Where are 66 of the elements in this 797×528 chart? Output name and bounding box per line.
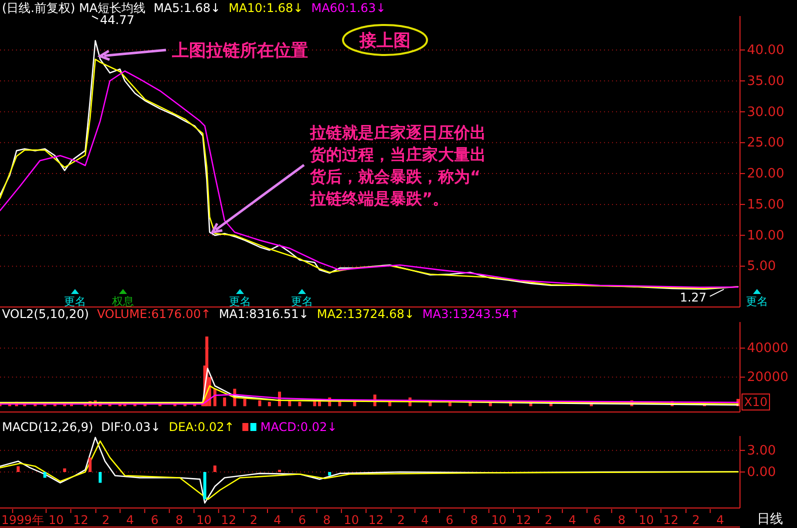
x-tick-label: 6	[446, 513, 454, 527]
x-tick-label: 12	[663, 513, 679, 527]
text: MA2:13724.68↓	[316, 307, 414, 321]
x-tick-label: 12	[73, 513, 88, 527]
x-tick-label: 2	[250, 513, 258, 527]
x-tick-label: 12	[220, 513, 236, 527]
x-tick-label: 1999年	[1, 513, 44, 527]
x-tick-label: 8	[322, 513, 331, 527]
chart-title: MACD(12,26,9)	[2, 420, 94, 434]
annotation: 权息	[111, 295, 134, 308]
x-tick-label: 8	[470, 513, 478, 527]
x-tick-label: 2	[397, 513, 405, 527]
text: MA5:1.68↓	[154, 1, 221, 15]
x-tick-label: 12	[368, 513, 384, 527]
annotation: 44.77	[100, 13, 134, 27]
y-tick-label: 3.00	[747, 443, 776, 458]
x-tick-label: 2	[692, 513, 700, 527]
y-tick-label: 20000	[747, 370, 788, 386]
chart-title: VOL2(5,10,20)	[2, 307, 89, 321]
text: DEA:0.02↑	[168, 420, 234, 434]
text: MA10:1.68↓	[228, 1, 304, 15]
text: 日线	[757, 512, 783, 527]
x-tick-label: 6	[298, 513, 306, 527]
annotation: 拉链就是庄家逐日压价出货的过程，当庄家大量出货后，就会暴跌，称为“拉链终端是暴跌”。	[309, 123, 486, 208]
x-tick-label: 10	[344, 513, 360, 527]
annotation: 更名	[64, 295, 86, 308]
x-tick-label: 4	[716, 513, 724, 527]
x-tick-label: 4	[126, 513, 134, 527]
legend-label: MACD:0.02↓	[260, 420, 338, 434]
series-label: DIF:0.03↓	[101, 420, 161, 434]
text: X10	[744, 395, 768, 409]
y-tick-label: 35.00	[747, 74, 784, 89]
x-tick-label: 4	[421, 513, 429, 527]
x-tick-label: 2	[544, 513, 552, 527]
y-tick-label: 15.00	[747, 197, 784, 212]
y-tick-label: 40000	[747, 341, 788, 356]
y-tick-label: 40.00	[747, 42, 784, 58]
y-tick-label: 10.00	[747, 228, 784, 244]
chart-title: (日线.前复权) MA短长均线	[2, 1, 146, 15]
x-tick-label: 4	[568, 513, 576, 527]
annotation: 更名	[291, 295, 313, 308]
y-tick-label: 0.00	[747, 465, 776, 480]
x-tick-label: 6	[593, 513, 601, 527]
y-tick-label: 5.00	[747, 259, 776, 274]
text: MA3:13243.54↑	[422, 307, 520, 321]
x-tick-label: 8	[176, 513, 184, 527]
x-tick-label: 10	[638, 513, 654, 527]
annotation: 接上图	[358, 31, 410, 51]
text: MA1:8316.51↓	[218, 307, 309, 321]
x-tick-label: 2	[102, 513, 110, 527]
text: 更名	[746, 295, 768, 308]
x-tick-label: 10	[196, 513, 212, 527]
text: MA60:1.63↓	[311, 1, 386, 15]
x-tick-label: 6	[150, 513, 159, 527]
annotation: 上图拉链所在位置	[171, 41, 308, 61]
x-tick-label: 10	[48, 513, 64, 527]
x-tick-label: 8	[618, 513, 626, 527]
x-tick-label: 10	[491, 513, 506, 527]
annotation: 1.27	[680, 290, 707, 304]
series-label: VOLUME:6176.00↑	[96, 307, 211, 321]
annotation: 更名	[229, 295, 251, 308]
y-tick-label: 20.00	[747, 166, 784, 182]
y-tick-label: 25.00	[747, 136, 784, 151]
x-tick-label: 12	[516, 513, 532, 527]
y-tick-label: 30.00	[747, 104, 784, 120]
x-tick-label: 4	[274, 513, 282, 527]
